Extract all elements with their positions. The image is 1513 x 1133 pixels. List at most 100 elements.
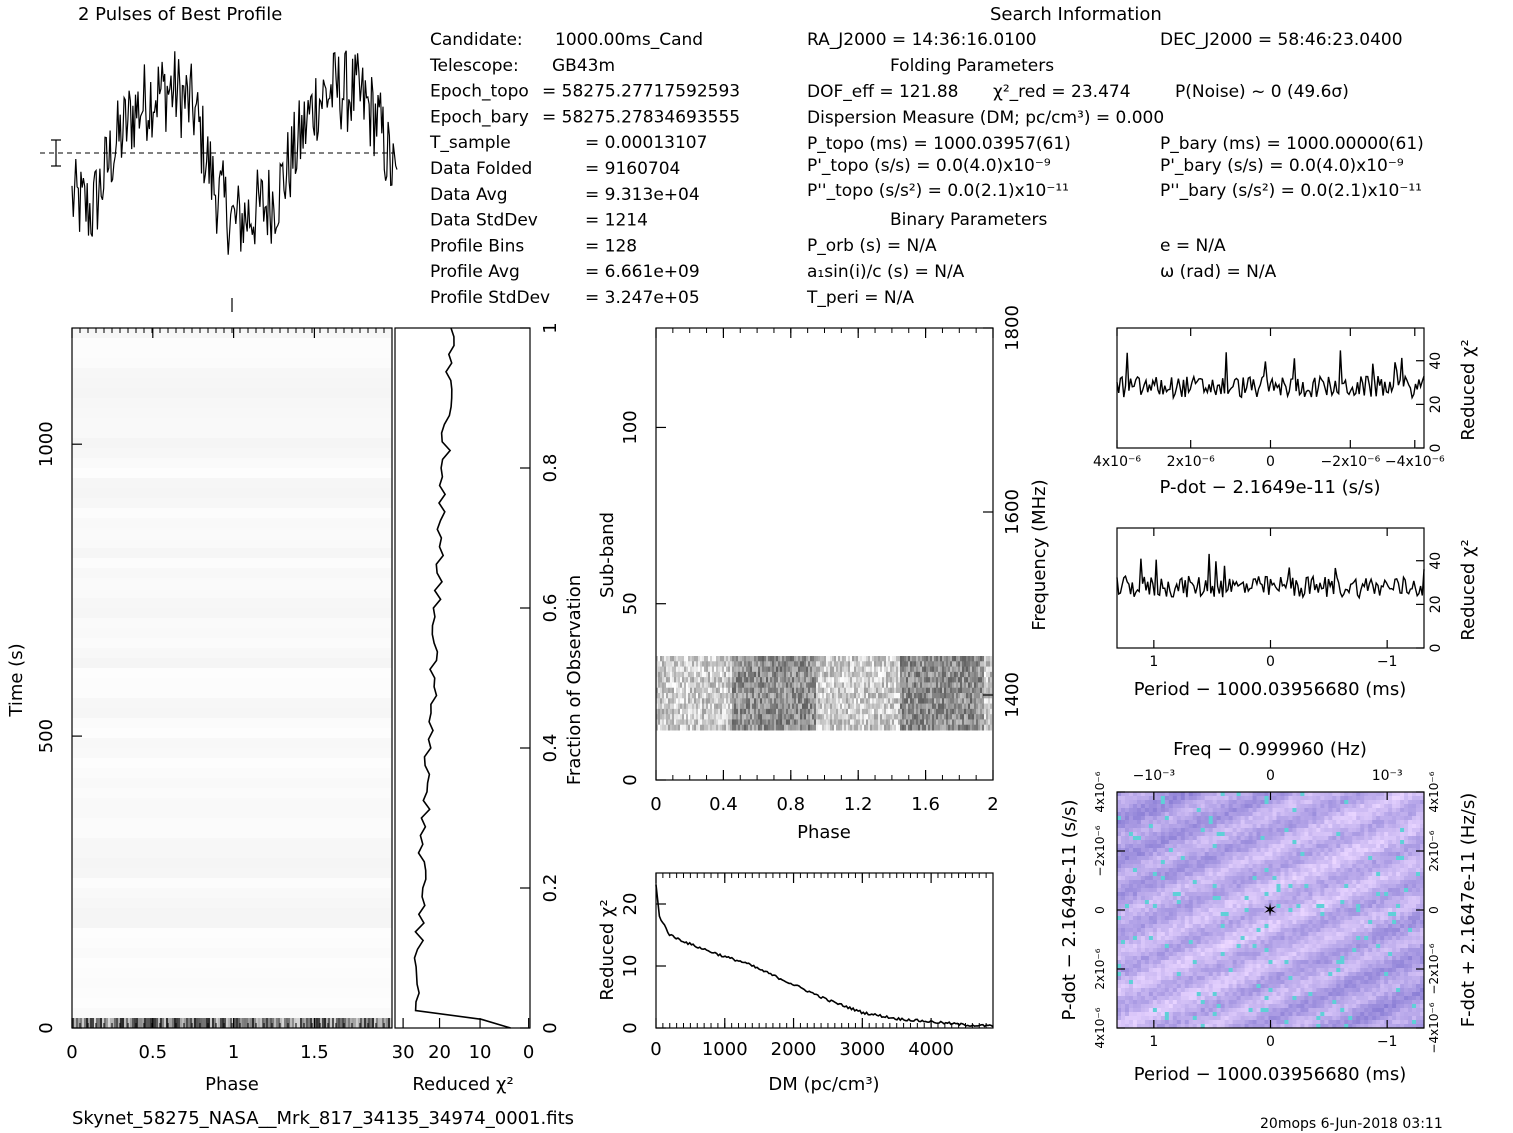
svg-text:0: 0	[1266, 654, 1275, 670]
subband-panel: 0 0.4 0.8 1.2 1.6 2 0 50 100 1400 1600 1800 Phase S…	[597, 305, 1050, 843]
svg-text:100: 100	[620, 410, 641, 444]
svg-text:0: 0	[36, 1022, 57, 1033]
period-panel: 1 0 −1 0 20 40 Period − 1000.03956680 (ms) Re…	[1116, 527, 1479, 700]
pdot-frame	[1116, 327, 1425, 449]
svg-text:0: 0	[523, 1042, 534, 1063]
timestamp-footer: 20mops 6-Jun-2018 03:11	[1260, 1116, 1443, 1132]
time-phase-bright-band	[72, 1018, 392, 1028]
svg-text:4x10⁻⁶: 4x10⁻⁶	[1093, 454, 1141, 470]
cand-value-2: = 58275.27717592593	[542, 82, 740, 102]
profile-title: 2 Pulses of Best Profile	[78, 4, 282, 25]
cand-label-8: Profile Bins	[430, 236, 524, 256]
svg-text:0.4: 0.4	[709, 794, 738, 815]
period-series-line	[1116, 553, 1425, 600]
frequency-ylabel: Frequency (MHz)	[1029, 479, 1050, 630]
svg-text:500: 500	[36, 719, 57, 753]
pdot-ylabel: Reduced χ²	[1458, 339, 1479, 440]
svg-text:0: 0	[620, 774, 641, 785]
svg-text:1000: 1000	[702, 1039, 748, 1060]
pddbary-text: P''_bary (s/s²) = 0.0(2.1)x10⁻¹¹	[1160, 181, 1422, 201]
svg-text:0: 0	[66, 1042, 77, 1063]
svg-text:−2x10⁻⁶: −2x10⁻⁶	[1320, 454, 1380, 470]
filename-footer: Skynet_58275_NASA__Mrk_817_34135_34974_0…	[72, 1108, 574, 1129]
time-phase-panel: 0 0.5 1 1.5 0 500 1000 Phase Time (s)	[6, 327, 393, 1095]
svg-text:1.6: 1.6	[911, 794, 940, 815]
ppdot-ylabel-right: F-dot + 2.1647e-11 (Hz/s)	[1458, 793, 1479, 1028]
time-phase-xlabel: Phase	[205, 1074, 259, 1095]
svg-text:1: 1	[540, 322, 561, 333]
cand-label-5: Data Folded	[430, 159, 532, 179]
cand-value-8: = 128	[585, 236, 637, 256]
dm-series-line	[655, 884, 994, 1028]
svg-text:20: 20	[620, 893, 641, 916]
cand-label-0: Candidate:	[430, 30, 523, 50]
pdtopo-text: P'_topo (s/s) = 0.0(4.0)x10⁻⁹	[807, 156, 1051, 176]
cand-label-9: Profile Avg	[430, 262, 520, 282]
profile-series-line	[71, 50, 398, 255]
cand-value-10: = 3.247e+05	[585, 288, 700, 308]
cand-label-1: Telescope:	[429, 56, 519, 76]
ra-text: RA_J2000 = 14:36:16.0100	[807, 30, 1037, 50]
svg-text:3000: 3000	[839, 1039, 885, 1060]
svg-text:0.5: 0.5	[138, 1042, 167, 1063]
cand-label-2: Epoch_topo	[430, 82, 529, 102]
dm-panel: 0 1000 2000 3000 4000 0 10 20 DM (pc/cm³) Reduc…	[597, 872, 994, 1095]
cand-value-0: 1000.00ms_Cand	[555, 30, 703, 50]
svg-text:0.4: 0.4	[540, 734, 561, 763]
svg-text:20: 20	[1428, 595, 1444, 613]
cand-value-4: = 0.00013107	[585, 133, 707, 153]
svg-text:0: 0	[1266, 454, 1275, 470]
svg-text:1600: 1600	[1002, 489, 1023, 535]
cand-label-6: Data Avg	[430, 185, 507, 205]
cand-value-5: = 9160704	[585, 159, 680, 179]
subband-ylabel: Sub-band	[597, 512, 618, 598]
tperi-text: T_peri = N/A	[806, 288, 914, 308]
ptopo-text: P_topo (ms) = 1000.03957(61)	[807, 134, 1071, 154]
omega-text: ω (rad) = N/A	[1160, 262, 1277, 282]
time-chi2-frame	[394, 327, 531, 1029]
asini-text: a₁sin(i)/c (s) = N/A	[807, 262, 965, 282]
period-ylabel: Reduced χ²	[1458, 539, 1479, 640]
svg-text:20: 20	[428, 1042, 451, 1063]
binary-title: Binary Parameters	[890, 210, 1047, 230]
cand-label-4: T_sample	[429, 133, 511, 153]
ecc-text: e = N/A	[1160, 236, 1226, 256]
svg-text:2x10⁻⁶: 2x10⁻⁶	[1167, 454, 1215, 470]
subband-xlabel: Phase	[797, 822, 851, 843]
fraction-ylabel: Fraction of Observation	[564, 575, 585, 785]
cand-value-7: = 1214	[585, 211, 648, 231]
dm-ylabel: Reduced χ²	[597, 899, 618, 1000]
svg-text:0: 0	[1428, 444, 1444, 453]
dm-xlabel: DM (pc/cm³)	[768, 1074, 879, 1095]
ppdot-xlabel: Period − 1000.03956680 (ms)	[1134, 1064, 1406, 1085]
svg-text:0: 0	[620, 1022, 641, 1033]
svg-text:30: 30	[392, 1042, 415, 1063]
search-info-title: Search Information	[990, 4, 1162, 25]
svg-text:1: 1	[228, 1042, 239, 1063]
time-chi2-panel: 30 20 10 00 0.2 0.4 0.6 0.8 1 Reduced χ² Fractio…	[392, 322, 585, 1095]
time-chi2-xlabel: Reduced χ²	[412, 1074, 513, 1095]
folding-title: Folding Parameters	[890, 56, 1054, 76]
dm-text: Dispersion Measure (DM; pc/cm³) = 0.000	[807, 108, 1164, 128]
profile-panel: 2 Pulses of Best Profile	[40, 4, 398, 312]
svg-text:0.2: 0.2	[540, 874, 561, 903]
candidate-info: Candidate: 1000.00ms_Cand Telescope: GB43m E…	[429, 30, 740, 308]
dof-text: DOF_eff = 121.88	[807, 82, 958, 102]
svg-text:10: 10	[620, 955, 641, 978]
porb-text: P_orb (s) = N/A	[807, 236, 937, 256]
pnoise-text: P(Noise) ~ 0 (49.6σ)	[1175, 82, 1349, 102]
svg-text:0.6: 0.6	[540, 594, 561, 623]
svg-text:40: 40	[1428, 552, 1444, 570]
svg-text:50: 50	[620, 592, 641, 615]
svg-text:0.8: 0.8	[776, 794, 805, 815]
svg-text:0: 0	[650, 794, 661, 815]
pdot-xlabel: P-dot − 2.1649e-11 (s/s)	[1159, 477, 1380, 498]
search-info: Search Information RA_J2000 = 14:36:16.0…	[806, 4, 1424, 308]
svg-text:2: 2	[987, 794, 998, 815]
pdot-series-line	[1116, 350, 1425, 401]
svg-text:1.2: 1.2	[844, 794, 873, 815]
svg-text:1000: 1000	[36, 421, 57, 467]
svg-text:4000: 4000	[908, 1039, 954, 1060]
svg-text:1.5: 1.5	[300, 1042, 329, 1063]
